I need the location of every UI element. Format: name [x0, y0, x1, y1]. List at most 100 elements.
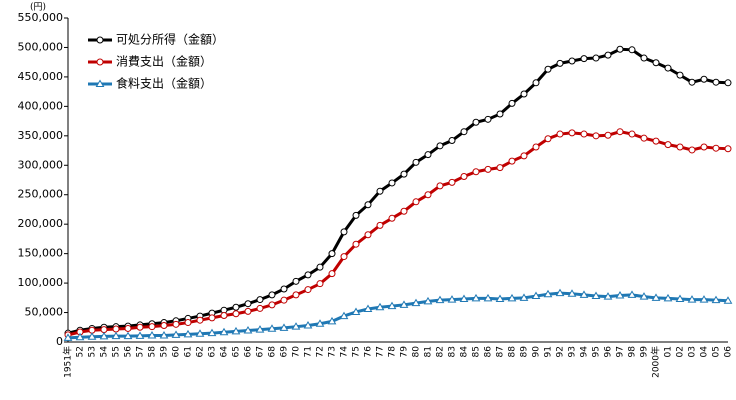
x-tick-label: 72: [316, 346, 326, 357]
x-tick-label: 65: [232, 346, 242, 357]
x-tick-label: 80: [412, 346, 422, 358]
data-point: [424, 191, 432, 199]
x-tick-label: 52: [76, 346, 86, 357]
data-point: [556, 59, 564, 67]
data-point: [591, 291, 601, 300]
data-point: [412, 158, 420, 166]
x-tick-label: 55: [112, 346, 122, 357]
data-point: [292, 291, 300, 299]
data-point: [208, 314, 216, 322]
data-point: [508, 99, 516, 107]
data-point: [652, 59, 660, 67]
data-point: [712, 78, 720, 86]
series-line: [67, 291, 729, 340]
data-point: [580, 55, 588, 63]
data-point: [520, 152, 528, 160]
data-point: [676, 71, 684, 79]
x-tick-label: 66: [244, 346, 254, 358]
y-unit: (円): [30, 2, 46, 13]
data-point: [640, 134, 648, 142]
data-point: [111, 331, 121, 340]
data-point: [567, 289, 577, 297]
data-point: [723, 296, 733, 304]
legend-label: 消費支出（金額）: [116, 54, 212, 69]
data-point: [304, 286, 312, 294]
data-point: [123, 331, 133, 340]
data-point: [376, 221, 384, 229]
x-tick-label: 96: [604, 346, 614, 358]
data-point: [675, 294, 685, 302]
x-tick-label: 81: [424, 346, 434, 357]
x-tick-label: 84: [460, 346, 470, 358]
data-point: [256, 304, 264, 312]
data-point: [664, 141, 672, 149]
data-point: [219, 327, 229, 336]
x-tick-label: 76: [364, 346, 374, 358]
data-point: [628, 130, 636, 138]
y-tick-label: 200,000: [18, 217, 64, 230]
data-point: [687, 295, 697, 303]
data-point: [292, 277, 300, 285]
data-point: [75, 332, 85, 341]
data-point: [279, 323, 289, 331]
data-point: [352, 211, 360, 219]
data-point: [472, 168, 480, 176]
data-point: [183, 329, 193, 338]
x-tick-label: 05: [712, 346, 722, 357]
data-point: [352, 240, 360, 248]
data-point: [616, 45, 624, 53]
y-tick-label: 250,000: [18, 188, 64, 201]
x-tick-label: 54: [100, 346, 110, 358]
data-point: [376, 187, 384, 195]
y-tick-label: 450,000: [18, 70, 64, 83]
y-tick-label: 350,000: [18, 129, 64, 142]
x-tick-label: 97: [616, 346, 626, 357]
x-tick-label: 74: [340, 346, 350, 358]
data-point: [460, 128, 468, 136]
data-point: [291, 322, 301, 330]
data-point: [304, 271, 312, 279]
data-point: [603, 292, 613, 300]
x-tick-label: 70: [292, 346, 302, 358]
data-point: [327, 316, 337, 325]
x-tick-label: 2000年: [650, 346, 662, 378]
data-point: [280, 285, 288, 293]
legend-marker: [96, 36, 104, 44]
data-point: [423, 296, 433, 305]
data-point: [484, 165, 492, 173]
data-point: [568, 129, 576, 137]
x-tick-label: 04: [700, 346, 710, 358]
data-point: [544, 135, 552, 143]
data-point: [435, 295, 445, 304]
data-point: [267, 324, 277, 332]
x-tick-label: 03: [688, 346, 698, 357]
data-point: [555, 288, 565, 297]
data-point: [483, 293, 493, 302]
data-point: [652, 137, 660, 145]
data-point: [724, 79, 732, 87]
x-tick-label: 98: [628, 346, 638, 358]
x-tick-label: 93: [568, 346, 578, 357]
data-point: [255, 325, 265, 333]
data-point: [231, 326, 241, 335]
data-point: [520, 90, 528, 98]
x-tick-label: 79: [400, 346, 410, 358]
data-point: [244, 300, 252, 308]
y-tick-label: 400,000: [18, 99, 64, 112]
data-point: [676, 143, 684, 151]
data-point: [459, 294, 469, 302]
data-point: [700, 75, 708, 83]
x-tick-label: 06: [724, 346, 734, 358]
data-point: [411, 298, 421, 307]
data-point: [496, 164, 504, 172]
data-point: [639, 292, 649, 300]
x-tick-label: 53: [88, 346, 98, 357]
data-point: [148, 323, 156, 331]
data-point: [628, 46, 636, 54]
data-point: [651, 293, 661, 301]
data-point: [712, 144, 720, 152]
data-point: [340, 228, 348, 236]
x-tick-label: 60: [172, 346, 182, 358]
data-point: [700, 143, 708, 151]
